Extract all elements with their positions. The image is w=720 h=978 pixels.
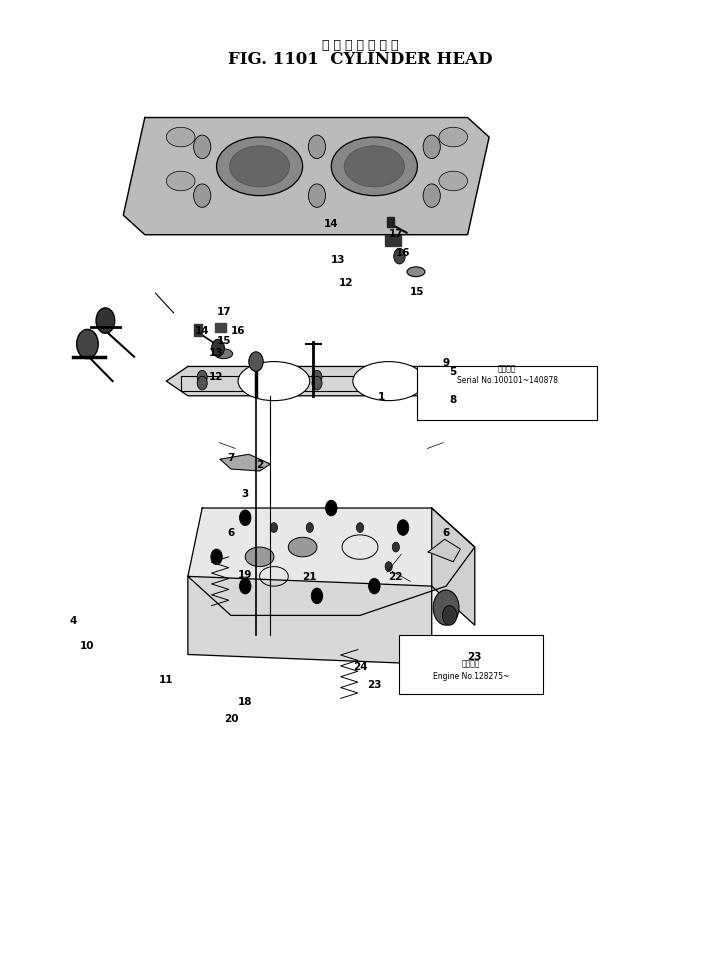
Circle shape [194,136,211,159]
Circle shape [308,136,325,159]
Text: シ リ ン ダ ヘ ッ ド: シ リ ン ダ ヘ ッ ド [322,39,398,52]
Ellipse shape [439,128,467,148]
Text: 2: 2 [256,460,264,469]
Ellipse shape [407,268,425,278]
Text: 14: 14 [324,219,338,229]
Circle shape [308,185,325,208]
Bar [215,323,226,333]
Text: 3: 3 [242,489,249,499]
Text: 9: 9 [443,357,449,367]
Ellipse shape [166,128,195,148]
Text: 4: 4 [69,616,77,626]
Text: 24: 24 [353,661,367,672]
Circle shape [212,339,225,357]
Text: 10: 10 [80,640,95,650]
Circle shape [427,371,437,384]
Circle shape [197,377,207,390]
Circle shape [325,501,337,516]
Text: 16: 16 [396,248,410,258]
Text: 6: 6 [443,528,450,538]
Ellipse shape [230,147,289,188]
Circle shape [312,371,322,384]
Bar [418,367,597,421]
Circle shape [369,579,380,595]
Text: 15: 15 [217,335,231,346]
Circle shape [249,352,264,372]
Circle shape [77,330,98,359]
Polygon shape [123,118,489,236]
Ellipse shape [246,548,274,567]
Circle shape [392,543,400,553]
Ellipse shape [166,172,195,192]
Circle shape [427,377,437,390]
Circle shape [433,591,459,626]
Circle shape [385,562,392,572]
Bar [387,218,395,228]
Text: 17: 17 [217,306,231,317]
Circle shape [394,249,405,265]
Text: 23: 23 [367,679,382,689]
Circle shape [197,371,207,384]
Text: FIG. 1101  CYLINDER HEAD: FIG. 1101 CYLINDER HEAD [228,52,492,68]
Circle shape [240,511,251,526]
Ellipse shape [344,147,405,188]
Text: 11: 11 [159,674,174,685]
Bar [400,636,543,693]
Text: 6: 6 [228,528,235,538]
Polygon shape [428,540,460,562]
Circle shape [194,185,211,208]
Text: 8: 8 [449,394,457,404]
Text: 21: 21 [302,572,317,582]
Circle shape [356,523,364,533]
Text: 適用範囲
Engine No.128275~: 適用範囲 Engine No.128275~ [433,659,509,680]
Polygon shape [188,577,432,664]
Circle shape [423,136,441,159]
Circle shape [211,550,222,565]
Polygon shape [166,367,467,396]
Text: 18: 18 [238,696,253,706]
Circle shape [306,523,313,533]
Bar [194,325,202,336]
Text: 1: 1 [378,391,385,401]
Text: 12: 12 [210,372,224,381]
Ellipse shape [331,138,418,197]
Circle shape [311,589,323,604]
Text: 16: 16 [231,326,246,336]
Circle shape [240,579,251,595]
Polygon shape [188,509,474,616]
Circle shape [397,520,409,536]
Text: 19: 19 [238,570,253,580]
Text: 22: 22 [389,572,403,582]
Ellipse shape [215,349,233,359]
Bar [385,236,401,247]
Ellipse shape [217,138,302,197]
Text: 5: 5 [449,367,457,377]
Text: 適用範囲
Serial No.100101~140878: 適用範囲 Serial No.100101~140878 [456,364,557,384]
Ellipse shape [439,172,467,192]
Text: 20: 20 [224,713,238,723]
Polygon shape [220,455,270,471]
Text: 12: 12 [338,277,353,288]
Circle shape [96,309,114,333]
Ellipse shape [353,362,425,401]
Circle shape [443,606,456,626]
Text: 7: 7 [228,453,235,463]
Text: 13: 13 [331,255,346,265]
Polygon shape [181,377,453,391]
Circle shape [423,185,441,208]
Circle shape [312,377,322,390]
Ellipse shape [238,362,310,401]
Text: 15: 15 [410,287,425,297]
Ellipse shape [288,538,317,557]
Polygon shape [432,509,474,626]
Text: 14: 14 [195,326,210,336]
Text: 17: 17 [389,229,403,239]
Text: 23: 23 [467,651,482,662]
Text: 13: 13 [210,347,224,358]
Circle shape [270,523,277,533]
